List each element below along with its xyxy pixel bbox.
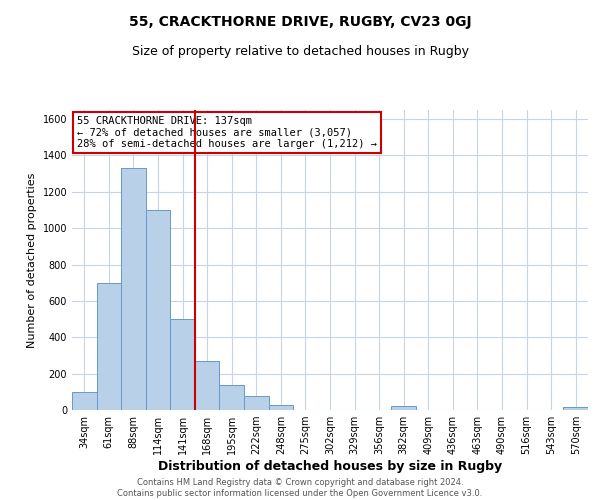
Text: 55, CRACKTHORNE DRIVE, RUGBY, CV23 0GJ: 55, CRACKTHORNE DRIVE, RUGBY, CV23 0GJ	[128, 15, 472, 29]
Bar	[195, 361, 220, 410]
Bar	[97, 282, 121, 410]
Bar	[391, 406, 416, 410]
Bar	[170, 319, 195, 410]
Bar	[269, 404, 293, 410]
Text: 55 CRACKTHORNE DRIVE: 137sqm
← 72% of detached houses are smaller (3,057)
28% of: 55 CRACKTHORNE DRIVE: 137sqm ← 72% of de…	[77, 116, 377, 149]
Bar	[244, 396, 269, 410]
Y-axis label: Number of detached properties: Number of detached properties	[27, 172, 37, 348]
Bar	[72, 392, 97, 410]
Text: Size of property relative to detached houses in Rugby: Size of property relative to detached ho…	[131, 45, 469, 58]
Bar	[220, 384, 244, 410]
Bar	[146, 210, 170, 410]
X-axis label: Distribution of detached houses by size in Rugby: Distribution of detached houses by size …	[158, 460, 502, 473]
Text: Contains HM Land Registry data © Crown copyright and database right 2024.
Contai: Contains HM Land Registry data © Crown c…	[118, 478, 482, 498]
Bar	[121, 168, 146, 410]
Bar	[563, 408, 588, 410]
